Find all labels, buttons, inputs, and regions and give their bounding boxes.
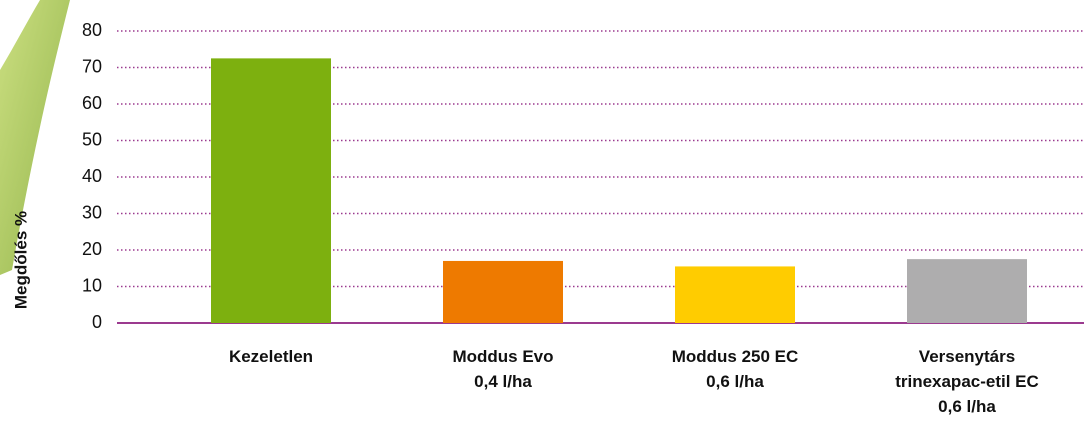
x-tick-label: Kezeletlen — [229, 347, 313, 366]
bar — [907, 259, 1027, 323]
y-tick-label: 70 — [82, 56, 102, 76]
bar — [675, 266, 795, 323]
y-tick-label: 60 — [82, 93, 102, 113]
x-tick-label-line: Versenytárs — [919, 347, 1015, 366]
y-tick-label: 20 — [82, 239, 102, 259]
x-tick-label-line: Kezeletlen — [229, 347, 313, 366]
y-tick-label: 50 — [82, 129, 102, 149]
y-tick-label: 10 — [82, 275, 102, 295]
x-tick-label-line: 0,6 l/ha — [706, 372, 764, 391]
x-tick-label-line: 0,4 l/ha — [474, 372, 532, 391]
chart: Megdőlés % 0 10 20 30 40 50 60 70 80 Kezeletlen Mo… — [0, 0, 1084, 426]
y-tick-label: 40 — [82, 166, 102, 186]
x-tick-label: Moddus Evo 0,4 l/ha — [452, 347, 553, 391]
y-axis-label: Megdőlés % — [11, 211, 30, 309]
x-tick-label-line: trinexapac-etil EC — [895, 372, 1039, 391]
y-tick-label: 80 — [82, 20, 102, 40]
x-tick-label: Versenytárs trinexapac-etil EC 0,6 l/ha — [895, 347, 1039, 416]
x-tick-label-line: 0,6 l/ha — [938, 397, 996, 416]
x-tick-label: Moddus 250 EC 0,6 l/ha — [672, 347, 799, 391]
bar — [443, 261, 563, 323]
x-tick-label-line: Moddus Evo — [452, 347, 553, 366]
y-tick-label: 30 — [82, 202, 102, 222]
x-tick-label-line: Moddus 250 EC — [672, 347, 799, 366]
y-tick-label: 0 — [92, 312, 102, 332]
bar — [211, 58, 331, 323]
